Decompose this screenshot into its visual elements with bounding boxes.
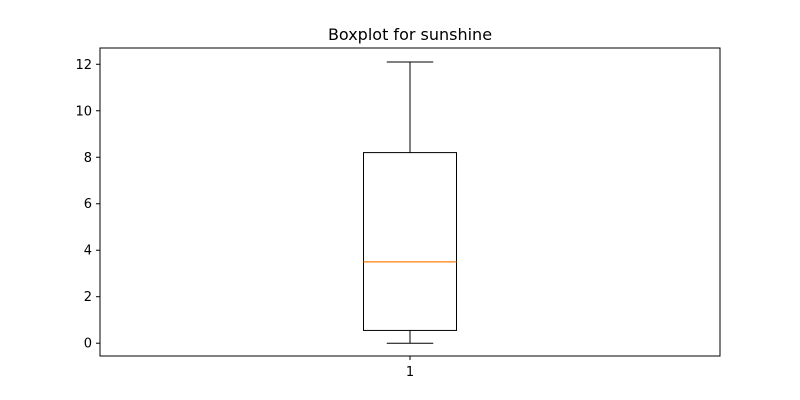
chart-title: Boxplot for sunshine: [328, 25, 492, 44]
y-tick-label: 12: [75, 58, 92, 73]
y-tick-label: 10: [75, 104, 92, 119]
y-tick-label: 4: [84, 244, 92, 259]
y-tick-label: 0: [84, 337, 92, 352]
y-tick-label: 6: [84, 197, 92, 212]
plot-marks: [363, 61, 457, 344]
y-tick-label: 8: [84, 151, 92, 166]
box-group: [363, 61, 457, 344]
y-tick-label: 2: [84, 290, 92, 305]
interquartile-box: [363, 152, 457, 331]
y-axis: 0 2 4 6 8 10 12: [75, 58, 100, 352]
x-axis: 1: [406, 356, 414, 380]
x-tick-label: 1: [406, 365, 414, 380]
